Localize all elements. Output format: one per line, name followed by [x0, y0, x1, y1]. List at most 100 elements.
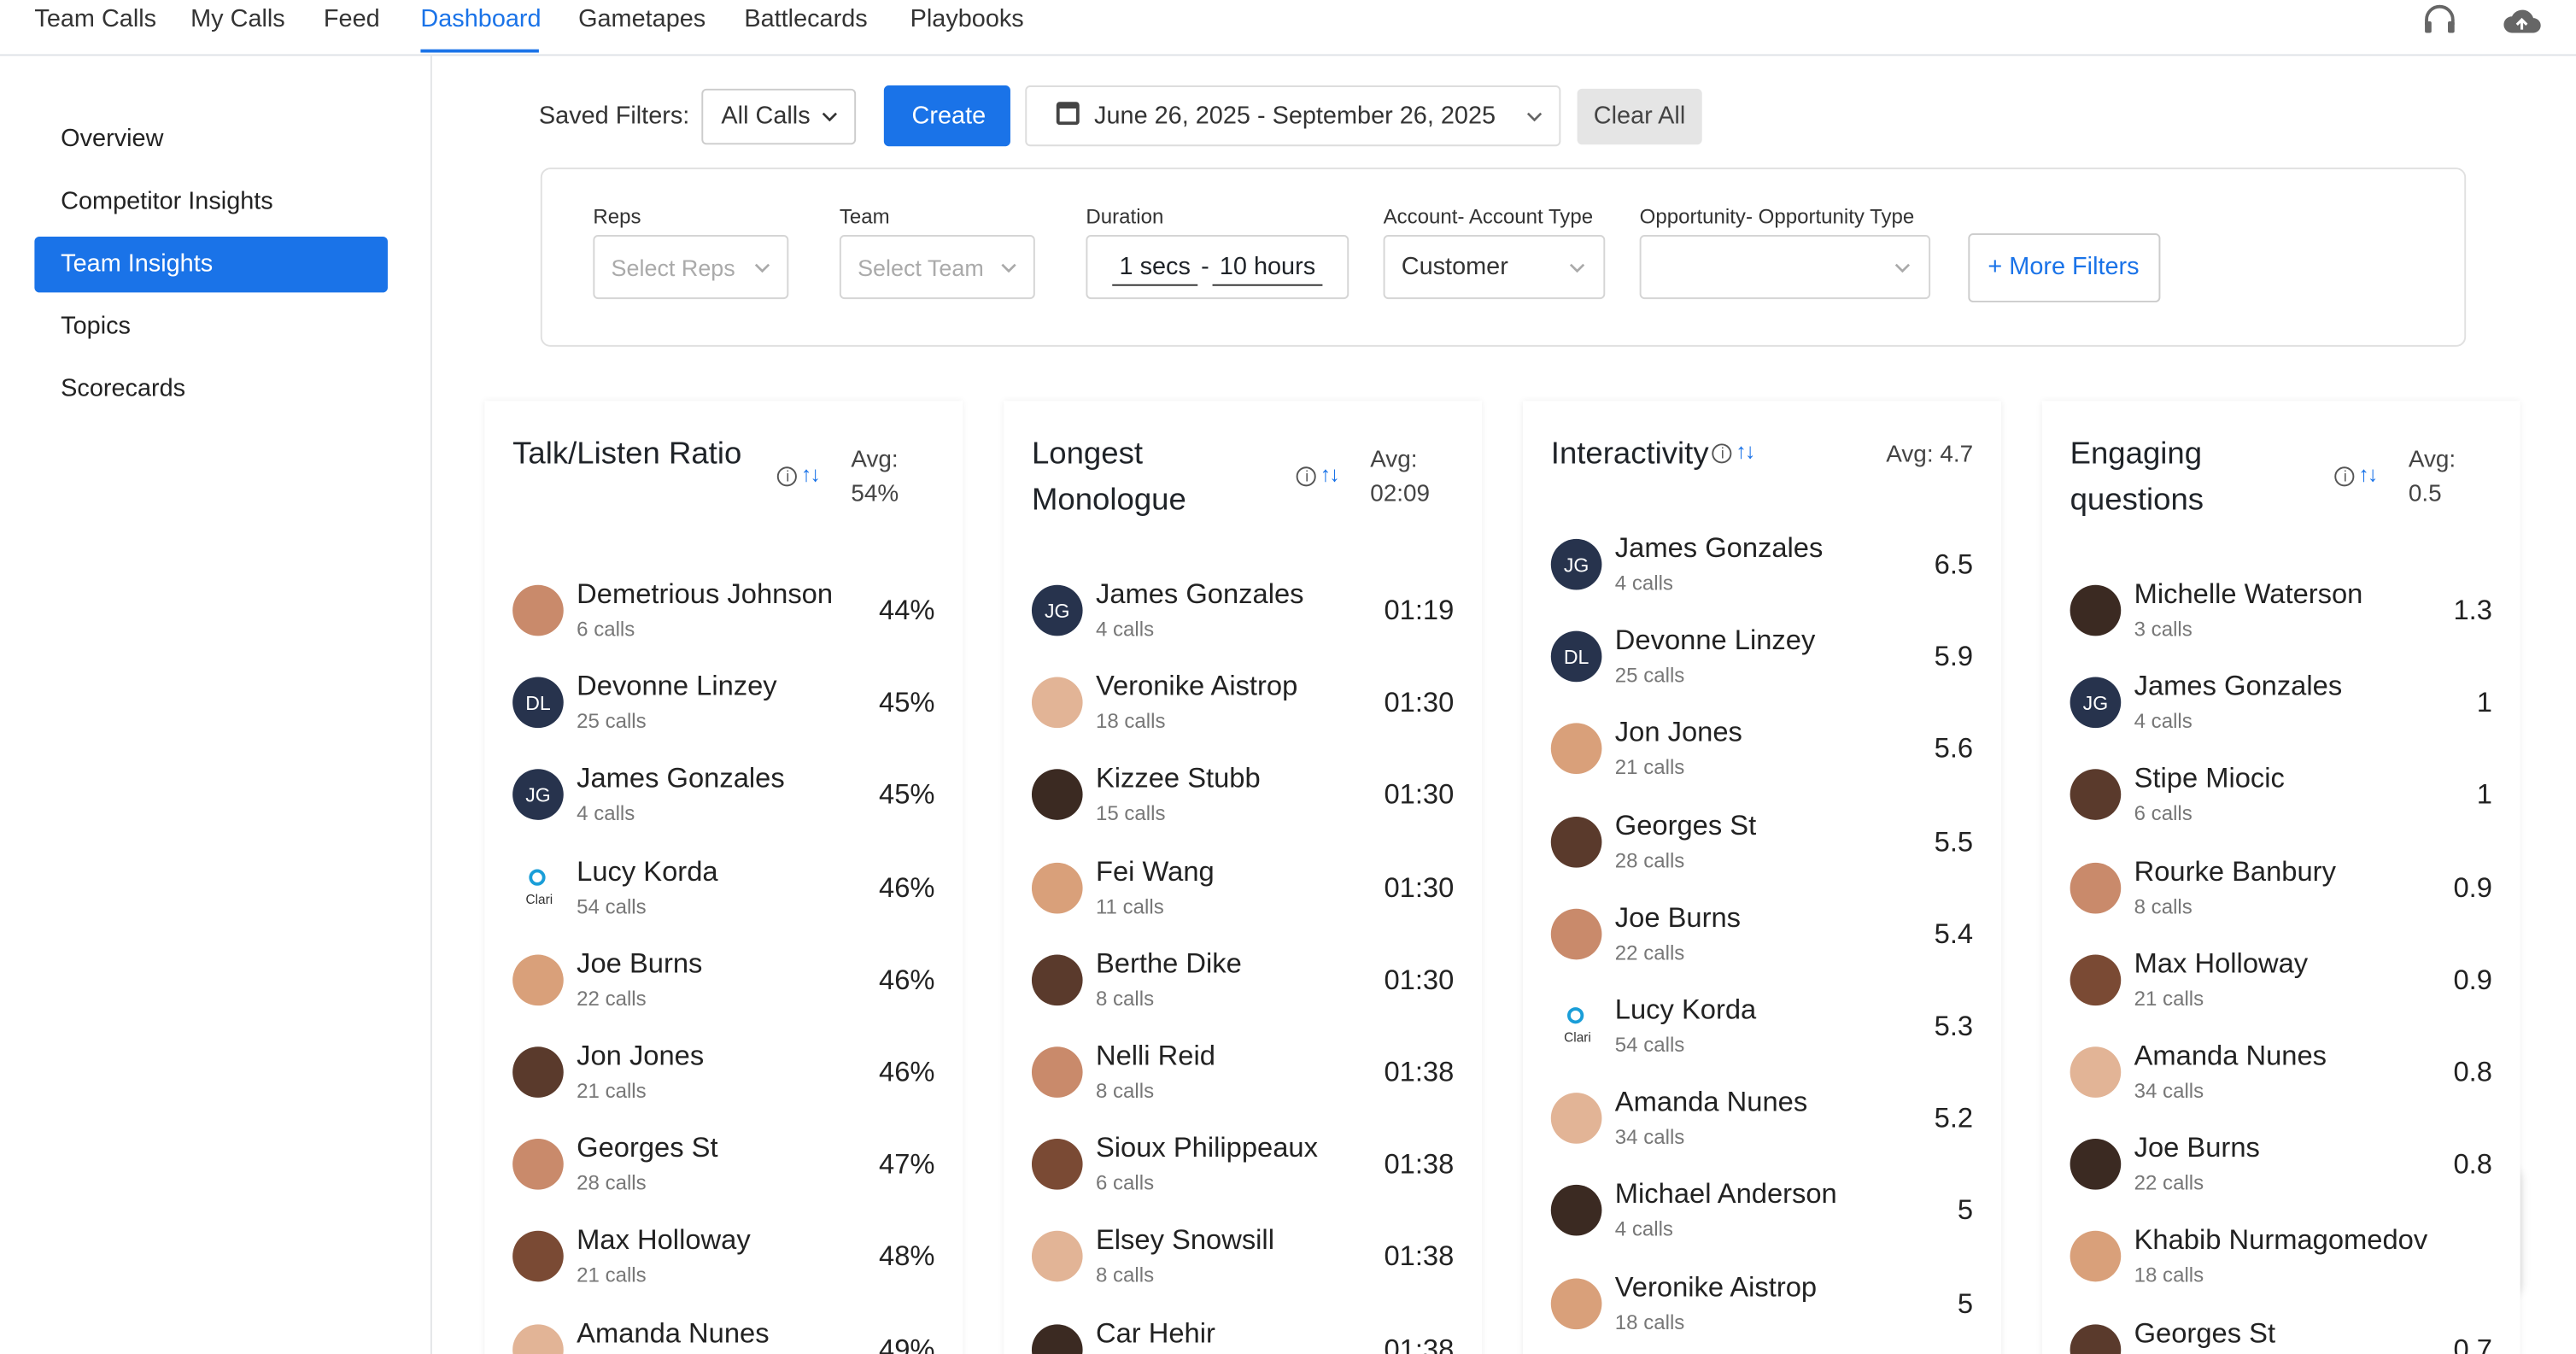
rep-name: Georges St — [1614, 809, 1757, 841]
rep-name: Georges St — [577, 1132, 718, 1164]
sidebar-item[interactable]: Competitor Insights — [61, 187, 273, 215]
field-input[interactable] — [1086, 235, 1349, 300]
create-button[interactable] — [883, 85, 1010, 147]
headset-icon[interactable] — [2420, 3, 2459, 39]
call-count: 15 calls — [1095, 802, 1166, 826]
metric-value: 1 — [2476, 687, 2492, 718]
nav-tab[interactable]: Battlecards — [744, 4, 868, 33]
more-filters-label: + More Filters — [1988, 253, 2140, 281]
clear-button[interactable] — [1577, 88, 1702, 145]
duration-from: 1 secs — [1112, 253, 1198, 286]
sidebar-item[interactable]: Overview — [61, 125, 164, 153]
metric-value: 5 — [1957, 1287, 1974, 1319]
rep-name: Stipe Miocic — [2134, 763, 2285, 794]
metric-value: 1 — [2476, 779, 2492, 812]
field-input[interactable] — [593, 235, 789, 300]
metric-value: 5.2 — [1934, 1103, 1974, 1134]
avatar — [512, 584, 564, 636]
nav-tab[interactable]: My Calls — [190, 4, 285, 33]
sidebar-item[interactable]: Topics — [61, 312, 131, 341]
field-input[interactable] — [1383, 235, 1606, 300]
field-input[interactable] — [1639, 235, 1931, 300]
more-filters[interactable] — [1968, 233, 2161, 302]
call-count: 3 calls — [2134, 618, 2193, 642]
metric-value: 5.3 — [1934, 1010, 1974, 1042]
saved-select[interactable] — [701, 88, 857, 145]
chevron — [1526, 112, 1543, 122]
metric-value: 44% — [879, 595, 935, 626]
rep-name: Berthe Dike — [1095, 947, 1242, 980]
call-count: 4 calls — [1614, 571, 1673, 595]
metric-value: 46% — [879, 1056, 935, 1088]
metric-value: 5.9 — [1934, 641, 1974, 673]
rep-name: Kizzee Stubb — [1095, 763, 1261, 794]
metric-value: 01:19 — [1384, 595, 1455, 626]
metric-value: 5.6 — [1934, 733, 1974, 765]
avatar: DL — [1550, 630, 1602, 683]
metric-value: 01:38 — [1384, 1148, 1455, 1181]
nav-tab[interactable]: Playbooks — [910, 4, 1024, 33]
metric-value: 0.7 — [2453, 1333, 2492, 1354]
rep-name: Jon Jones — [577, 1040, 705, 1072]
avatar — [1550, 724, 1602, 775]
calendar-icon — [1056, 102, 1080, 126]
info-sort-icon: i ↑↓ — [2334, 462, 2378, 487]
call-count: 4 calls — [1095, 618, 1155, 642]
card — [484, 401, 963, 1354]
upload-icon[interactable] — [2501, 5, 2544, 38]
rep-name: Amanda Nunes — [577, 1316, 770, 1349]
field-input[interactable] — [839, 235, 1035, 300]
nav-tab[interactable]: Feed — [323, 4, 380, 33]
call-count: 8 calls — [1095, 1263, 1155, 1287]
rep-name: Demetrious Johnson — [577, 578, 834, 610]
call-count: 34 calls — [2134, 1079, 2204, 1103]
rep-name: Car Hehir — [1095, 1316, 1215, 1349]
call-count: 6 calls — [2134, 802, 2193, 826]
call-count: 21 calls — [577, 1079, 647, 1103]
metric-value: 0.8 — [2453, 1148, 2492, 1181]
rep-name: Nelli Reid — [1095, 1040, 1215, 1072]
avatar — [1550, 908, 1602, 959]
call-count: 25 calls — [577, 710, 647, 734]
rep-name: Georges St — [2134, 1316, 2276, 1349]
call-count: 4 calls — [1614, 1218, 1673, 1241]
card-title: Talk/Listen Ratio — [512, 437, 742, 472]
metric-value: 0.9 — [2453, 871, 2492, 904]
field-label: Duration — [1086, 205, 1164, 229]
avatar: JG — [1550, 538, 1602, 590]
avatar — [2070, 1231, 2122, 1283]
metric-value: 0.9 — [2453, 964, 2492, 996]
avatar — [2070, 1046, 2122, 1098]
card — [1523, 401, 2001, 1354]
metric-value: 01:30 — [1384, 779, 1455, 812]
logo-mark — [529, 868, 546, 885]
sidebar-item[interactable]: Scorecards — [61, 374, 186, 403]
avatar — [512, 954, 564, 1005]
rep-name: Joe Burns — [2134, 1132, 2260, 1164]
nav-tab[interactable]: Dashboard — [420, 4, 542, 33]
clear-label: Clear All — [1593, 102, 1686, 130]
avatar — [1031, 954, 1083, 1005]
nav-tab[interactable]: Team Calls — [34, 4, 157, 33]
chevron — [1569, 263, 1585, 273]
rep-name: Devonne Linzey — [577, 671, 777, 702]
date-picker[interactable] — [1025, 85, 1561, 147]
call-count: 25 calls — [1614, 664, 1685, 688]
rep-name: Khabib Nurmagomedov — [2134, 1224, 2428, 1257]
placeholder: Select Reps — [611, 255, 735, 281]
logo: Clari — [525, 891, 553, 906]
avatar — [1550, 1185, 1602, 1237]
rep-name: Lucy Korda — [577, 855, 718, 887]
call-count: 22 calls — [1614, 941, 1685, 964]
metric-value: 46% — [879, 964, 935, 996]
metric-value: 0.8 — [2453, 1056, 2492, 1088]
nav-tab[interactable]: Gametapes — [578, 4, 706, 33]
rep-name: Lucy Korda — [1614, 994, 1757, 1026]
avatar — [2070, 1139, 2122, 1190]
call-count: 28 calls — [1614, 848, 1685, 872]
metric-value: 46% — [879, 871, 935, 904]
sidebar-item[interactable]: Team Insights — [61, 249, 214, 278]
metric-value: 01:30 — [1384, 964, 1455, 996]
metric-value: 01:38 — [1384, 1333, 1455, 1354]
